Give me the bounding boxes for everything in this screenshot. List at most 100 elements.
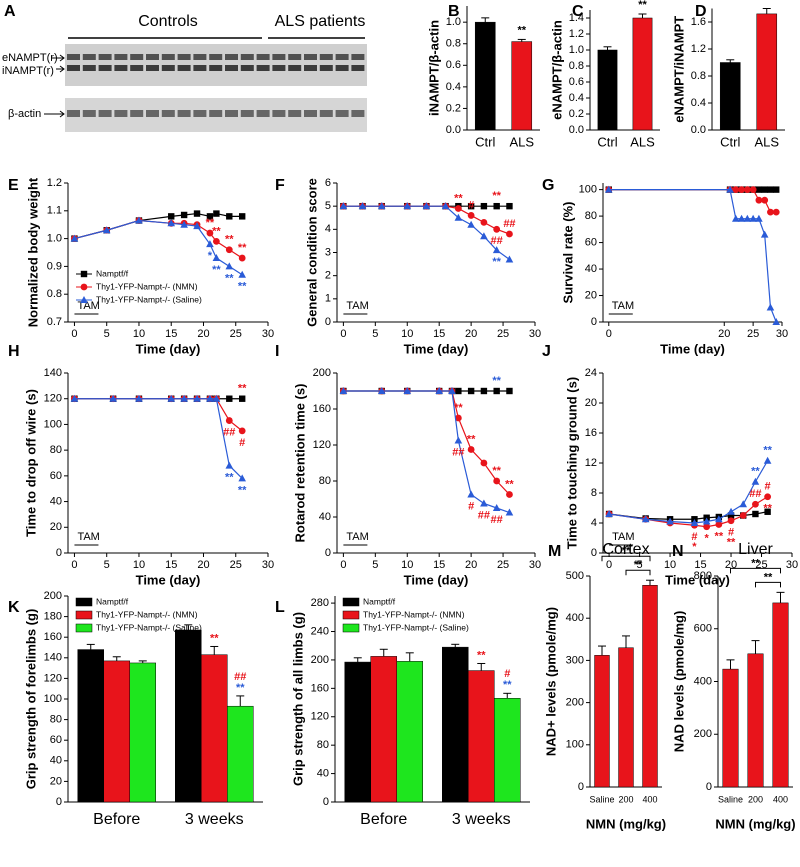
bar	[772, 602, 789, 788]
x-tick-label: 0	[340, 328, 346, 340]
marker	[435, 387, 443, 394]
x-tick-label: Before	[93, 811, 140, 828]
marker	[767, 186, 774, 193]
y-tick-label: 60	[585, 236, 597, 248]
band	[98, 110, 112, 117]
annotation: ##	[491, 514, 503, 526]
series-line	[74, 219, 243, 276]
y-tick-label: 24	[585, 367, 597, 379]
band	[130, 65, 144, 71]
x-tick-label: 20	[725, 559, 737, 571]
annotation: **	[454, 192, 463, 204]
y-tick-label: 0.4	[569, 92, 584, 104]
annotation: **	[210, 632, 219, 644]
annotation: **	[225, 234, 234, 246]
y-axis-label: Time to touching ground (s)	[564, 377, 579, 549]
bar	[747, 653, 764, 788]
series-line	[343, 205, 510, 260]
x-axis-label: Time (day)	[665, 572, 730, 587]
y-tick-label: 160	[44, 631, 62, 643]
band	[256, 54, 270, 60]
series-line	[343, 390, 510, 514]
y-tick-label: 5	[325, 200, 331, 212]
annotation: *	[208, 250, 213, 262]
annotation: #	[691, 531, 697, 543]
band	[114, 110, 128, 117]
marker	[225, 461, 234, 469]
band-label: β-actin	[8, 108, 41, 120]
y-tick-label: 4	[325, 223, 331, 235]
band	[193, 54, 207, 60]
y-tick-label: 0.2	[446, 102, 461, 114]
band	[67, 54, 80, 60]
y-tick-label: 140	[44, 367, 62, 379]
x-tick-label: Saline	[589, 794, 614, 804]
series-line	[74, 398, 243, 479]
band	[304, 65, 317, 71]
band-label: eNAMPT(r)	[2, 52, 58, 64]
group-label: Controls	[138, 13, 198, 30]
marker	[505, 255, 514, 263]
y-tick-label: 8	[591, 487, 597, 499]
x-tick-label: Ctrl	[597, 134, 617, 149]
annotation: **	[238, 281, 247, 293]
band	[177, 54, 191, 60]
legend-swatch	[75, 623, 93, 633]
band	[351, 110, 365, 117]
band	[146, 54, 159, 60]
x-axis-label: Time (day)	[404, 572, 469, 587]
y-tick-label: 0.8	[446, 38, 461, 50]
y-tick-label: 0.0	[446, 124, 461, 136]
annotation: **	[503, 679, 512, 691]
y-axis-label: Grip strength of all limbs (g)	[290, 612, 305, 786]
marker	[70, 234, 79, 242]
annotation: **	[238, 383, 247, 395]
y-tick-label: 80	[50, 444, 62, 456]
marker	[403, 387, 412, 394]
marker	[493, 225, 501, 233]
y-tick-label: 80	[585, 210, 597, 222]
annotation: **	[238, 484, 247, 496]
marker	[743, 186, 751, 194]
marker	[467, 212, 475, 219]
annotation: **	[638, 0, 647, 11]
marker	[238, 395, 246, 402]
bar	[442, 646, 469, 803]
marker	[480, 232, 488, 240]
marker	[493, 387, 500, 395]
bar	[175, 629, 202, 803]
band	[193, 110, 207, 117]
annotation: #	[504, 668, 510, 680]
y-tick-label: 200	[694, 728, 712, 740]
marker	[702, 517, 711, 525]
y-tick-label: 140	[44, 652, 62, 664]
y-tick-label: 160	[313, 403, 331, 415]
band	[209, 110, 223, 117]
y-tick-label: 0.8	[47, 288, 62, 300]
x-tick-label: 3 weeks	[185, 811, 244, 828]
y-tick-label: 1.4	[569, 12, 584, 24]
series-line	[609, 460, 769, 524]
annotation: **	[212, 264, 221, 276]
annotation: ##	[452, 446, 464, 458]
y-tick-label: 160	[311, 682, 329, 694]
marker	[752, 510, 759, 518]
marker	[492, 504, 501, 511]
marker	[467, 220, 475, 228]
band	[319, 110, 333, 117]
annotation: **	[225, 471, 234, 483]
marker	[358, 202, 367, 210]
y-tick-label: 0	[56, 796, 62, 808]
annotation: **	[517, 24, 526, 36]
annotation: ##	[749, 488, 761, 500]
panel-label: M	[548, 543, 561, 560]
panel-label: L	[275, 599, 285, 616]
bar	[756, 13, 778, 131]
x-tick-label: 15	[165, 559, 177, 571]
y-tick-label: 0.8	[691, 70, 706, 82]
annotation: ##	[223, 426, 235, 438]
x-tick-label: 25	[497, 559, 509, 571]
x-tick-label: 400	[773, 794, 788, 804]
band	[161, 110, 175, 117]
annotation: ##	[478, 509, 490, 521]
